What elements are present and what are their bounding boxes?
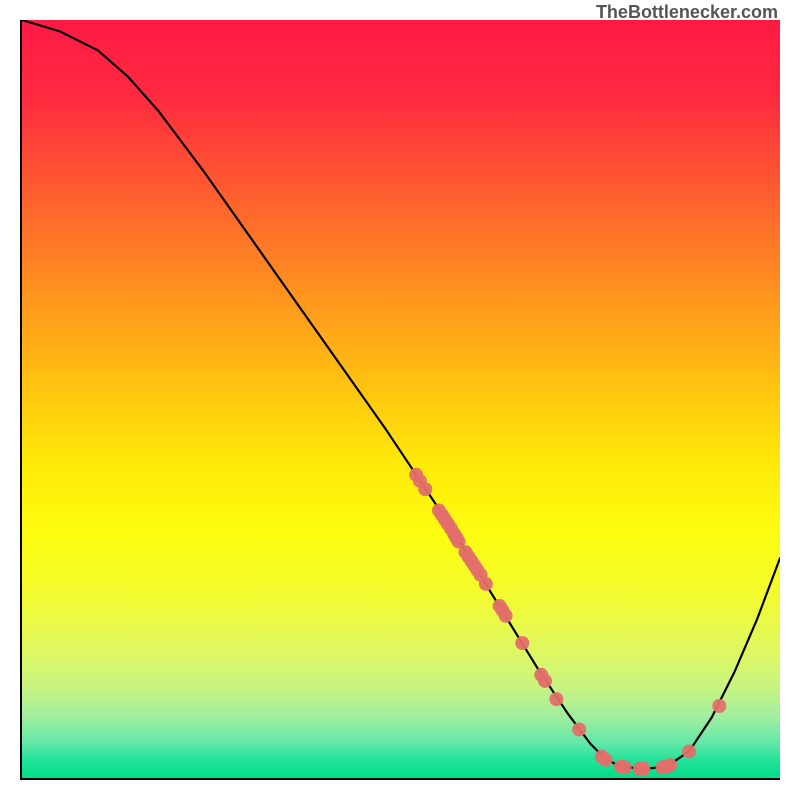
data-marker: [682, 744, 696, 758]
data-marker: [663, 758, 677, 772]
data-marker: [618, 760, 632, 774]
data-marker: [549, 692, 563, 706]
bottleneck-curve: [22, 20, 780, 769]
data-marker: [599, 753, 613, 767]
curve-layer: [22, 20, 780, 778]
plot-area: [20, 20, 780, 780]
data-marker: [418, 482, 432, 496]
data-marker: [637, 762, 651, 776]
data-markers: [409, 468, 726, 776]
data-marker: [712, 699, 726, 713]
bottleneck-chart: TheBottlenecker.com: [0, 0, 800, 800]
data-marker: [479, 577, 493, 591]
data-marker: [499, 609, 513, 623]
watermark-text: TheBottlenecker.com: [596, 2, 778, 23]
data-marker: [515, 636, 529, 650]
data-marker: [572, 723, 586, 737]
data-marker: [538, 674, 552, 688]
